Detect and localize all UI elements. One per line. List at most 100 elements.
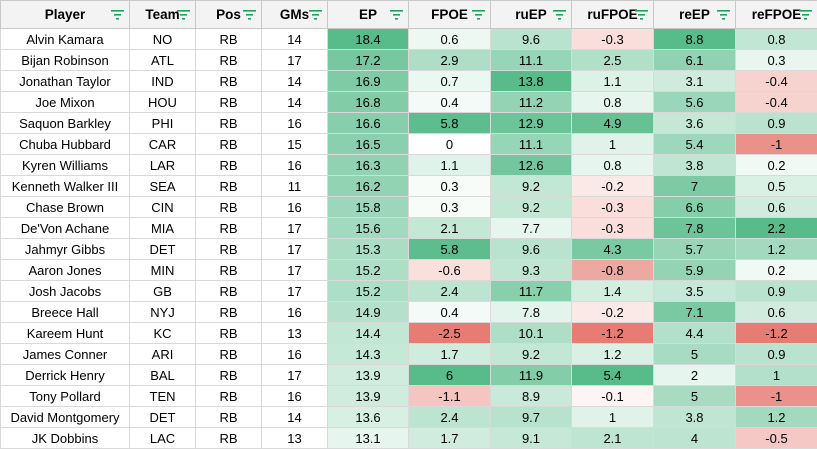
- cell-team[interactable]: CIN: [129, 196, 196, 218]
- cell-rufpoe[interactable]: 1.2: [571, 343, 654, 365]
- cell-ruep[interactable]: 9.2: [490, 196, 572, 218]
- cell-reep[interactable]: 5: [653, 343, 736, 365]
- cell-rufpoe[interactable]: 1: [571, 406, 654, 428]
- cell-ruep[interactable]: 9.7: [490, 406, 572, 428]
- column-header-gms[interactable]: GMs: [261, 0, 328, 29]
- cell-rufpoe[interactable]: 0.8: [571, 91, 654, 113]
- cell-reep[interactable]: 5.9: [653, 259, 736, 281]
- cell-ep[interactable]: 16.3: [327, 154, 409, 176]
- cell-reep[interactable]: 5.4: [653, 133, 736, 155]
- cell-ep[interactable]: 14.4: [327, 322, 409, 344]
- cell-reep[interactable]: 3.5: [653, 280, 736, 302]
- cell-fpoe[interactable]: 1.1: [408, 154, 491, 176]
- cell-player[interactable]: Jahmyr Gibbs: [0, 238, 130, 260]
- cell-pos[interactable]: RB: [195, 259, 262, 281]
- filter-icon[interactable]: [635, 9, 648, 20]
- column-header-refpoe[interactable]: reFPOE: [735, 0, 817, 29]
- cell-refpoe[interactable]: 1: [735, 364, 817, 386]
- cell-rufpoe[interactable]: -0.3: [571, 217, 654, 239]
- cell-gms[interactable]: 14: [261, 91, 328, 113]
- cell-team[interactable]: BAL: [129, 364, 196, 386]
- cell-ep[interactable]: 14.9: [327, 301, 409, 323]
- cell-player[interactable]: Kyren Williams: [0, 154, 130, 176]
- cell-team[interactable]: LAC: [129, 427, 196, 449]
- cell-refpoe[interactable]: 0.9: [735, 112, 817, 134]
- cell-team[interactable]: KC: [129, 322, 196, 344]
- cell-ep[interactable]: 15.3: [327, 238, 409, 260]
- cell-player[interactable]: Kareem Hunt: [0, 322, 130, 344]
- cell-rufpoe[interactable]: -0.2: [571, 301, 654, 323]
- cell-ep[interactable]: 16.8: [327, 91, 409, 113]
- cell-rufpoe[interactable]: 4.3: [571, 238, 654, 260]
- cell-fpoe[interactable]: 2.4: [408, 406, 491, 428]
- cell-player[interactable]: Tony Pollard: [0, 385, 130, 407]
- cell-ep[interactable]: 17.2: [327, 49, 409, 71]
- cell-gms[interactable]: 17: [261, 364, 328, 386]
- cell-player[interactable]: Derrick Henry: [0, 364, 130, 386]
- cell-fpoe[interactable]: 1.7: [408, 343, 491, 365]
- cell-refpoe[interactable]: -1.2: [735, 322, 817, 344]
- cell-ep[interactable]: 16.2: [327, 175, 409, 197]
- cell-ruep[interactable]: 8.9: [490, 385, 572, 407]
- cell-fpoe[interactable]: 5.8: [408, 112, 491, 134]
- cell-player[interactable]: Aaron Jones: [0, 259, 130, 281]
- cell-fpoe[interactable]: 0.3: [408, 175, 491, 197]
- cell-reep[interactable]: 4: [653, 427, 736, 449]
- cell-ruep[interactable]: 13.8: [490, 70, 572, 92]
- cell-ruep[interactable]: 12.6: [490, 154, 572, 176]
- cell-pos[interactable]: RB: [195, 154, 262, 176]
- cell-player[interactable]: Breece Hall: [0, 301, 130, 323]
- cell-team[interactable]: NYJ: [129, 301, 196, 323]
- cell-pos[interactable]: RB: [195, 175, 262, 197]
- cell-ep[interactable]: 13.9: [327, 385, 409, 407]
- cell-rufpoe[interactable]: 1.4: [571, 280, 654, 302]
- cell-fpoe[interactable]: 6: [408, 364, 491, 386]
- filter-icon[interactable]: [799, 9, 812, 20]
- cell-player[interactable]: Bijan Robinson: [0, 49, 130, 71]
- cell-fpoe[interactable]: -1.1: [408, 385, 491, 407]
- cell-refpoe[interactable]: 1.2: [735, 406, 817, 428]
- cell-gms[interactable]: 15: [261, 133, 328, 155]
- cell-reep[interactable]: 3.8: [653, 154, 736, 176]
- cell-fpoe[interactable]: 0.7: [408, 70, 491, 92]
- column-header-player[interactable]: Player: [0, 0, 130, 29]
- cell-ruep[interactable]: 9.2: [490, 175, 572, 197]
- cell-pos[interactable]: RB: [195, 385, 262, 407]
- cell-reep[interactable]: 5.7: [653, 238, 736, 260]
- cell-gms[interactable]: 17: [261, 49, 328, 71]
- cell-ruep[interactable]: 9.1: [490, 427, 572, 449]
- cell-rufpoe[interactable]: -0.3: [571, 196, 654, 218]
- cell-gms[interactable]: 11: [261, 175, 328, 197]
- cell-team[interactable]: GB: [129, 280, 196, 302]
- cell-rufpoe[interactable]: -0.8: [571, 259, 654, 281]
- cell-refpoe[interactable]: 1.2: [735, 238, 817, 260]
- cell-fpoe[interactable]: -2.5: [408, 322, 491, 344]
- cell-player[interactable]: Kenneth Walker III: [0, 175, 130, 197]
- cell-ruep[interactable]: 10.1: [490, 322, 572, 344]
- cell-rufpoe[interactable]: -0.2: [571, 175, 654, 197]
- cell-player[interactable]: Saquon Barkley: [0, 112, 130, 134]
- cell-refpoe[interactable]: -0.4: [735, 70, 817, 92]
- cell-team[interactable]: PHI: [129, 112, 196, 134]
- cell-fpoe[interactable]: 0.4: [408, 301, 491, 323]
- cell-gms[interactable]: 14: [261, 70, 328, 92]
- cell-fpoe[interactable]: 2.4: [408, 280, 491, 302]
- cell-pos[interactable]: RB: [195, 217, 262, 239]
- cell-player[interactable]: Alvin Kamara: [0, 28, 130, 50]
- cell-team[interactable]: HOU: [129, 91, 196, 113]
- cell-pos[interactable]: RB: [195, 238, 262, 260]
- cell-ruep[interactable]: 9.6: [490, 28, 572, 50]
- cell-team[interactable]: CAR: [129, 133, 196, 155]
- cell-ruep[interactable]: 12.9: [490, 112, 572, 134]
- cell-pos[interactable]: RB: [195, 364, 262, 386]
- cell-reep[interactable]: 7: [653, 175, 736, 197]
- cell-fpoe[interactable]: 0.4: [408, 91, 491, 113]
- cell-team[interactable]: ARI: [129, 343, 196, 365]
- cell-ep[interactable]: 13.9: [327, 364, 409, 386]
- cell-reep[interactable]: 6.1: [653, 49, 736, 71]
- cell-reep[interactable]: 7.8: [653, 217, 736, 239]
- cell-pos[interactable]: RB: [195, 49, 262, 71]
- filter-icon[interactable]: [309, 9, 322, 20]
- cell-fpoe[interactable]: 0.3: [408, 196, 491, 218]
- cell-reep[interactable]: 5.6: [653, 91, 736, 113]
